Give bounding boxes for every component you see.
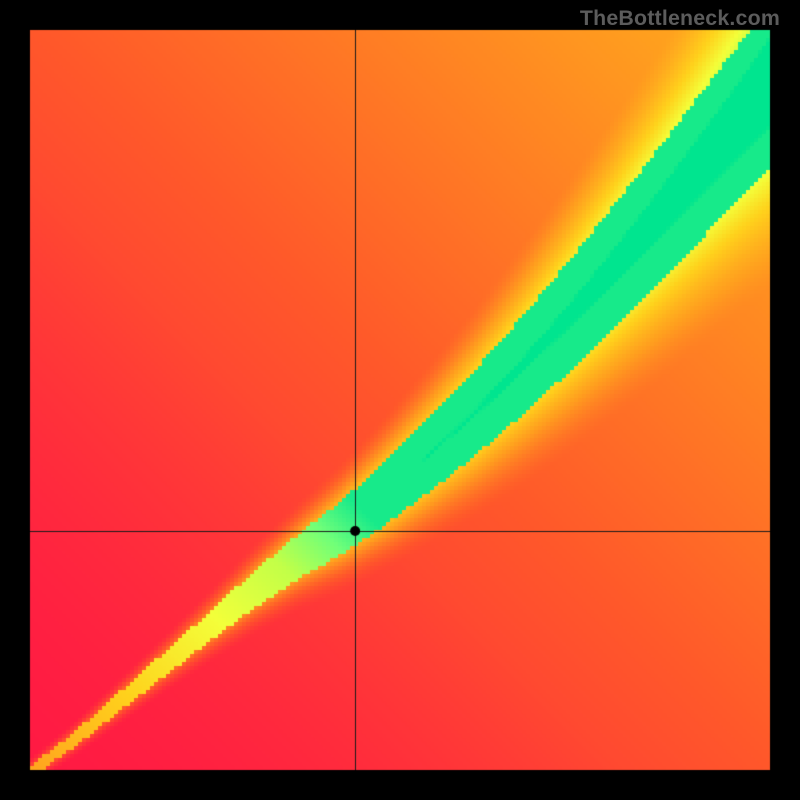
bottleneck-heatmap-chart: TheBottleneck.com: [0, 0, 800, 800]
watermark-text: TheBottleneck.com: [580, 6, 780, 31]
heatmap-canvas: [0, 0, 800, 800]
